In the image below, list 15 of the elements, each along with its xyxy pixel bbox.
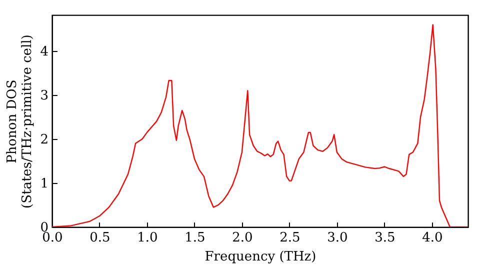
x-tick-label: 1.0	[137, 230, 158, 246]
y-tick-label: 4	[40, 44, 48, 60]
y-axis-title: Phonon DOS (States/THz·primitive cell)	[5, 34, 36, 209]
x-tick-label: 3.5	[374, 230, 396, 246]
x-tick-label: 0.5	[90, 230, 110, 246]
x-tick-label: 2.0	[232, 230, 253, 246]
x-axis-title: Frequency (THz)	[204, 250, 316, 264]
x-tick-label: 0.0	[42, 230, 63, 246]
x-tick-label: 3.0	[327, 230, 348, 246]
y-tick-label: 3	[40, 88, 48, 104]
x-tick-label: 4.0	[422, 230, 443, 246]
y-tick-label: 2	[40, 132, 48, 148]
x-tick-label: 2.5	[280, 230, 300, 246]
x-tick-label: 1.5	[184, 230, 206, 246]
y-tick-label: 1	[40, 176, 48, 192]
